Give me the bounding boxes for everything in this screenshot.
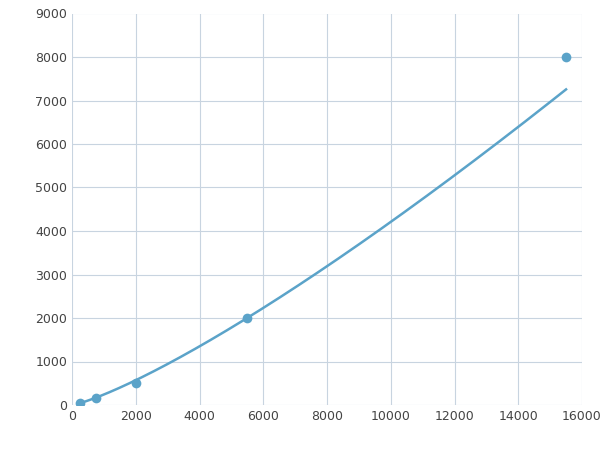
Point — [91, 395, 101, 402]
Point — [131, 380, 140, 387]
Point — [561, 54, 571, 61]
Point — [242, 315, 252, 322]
Point — [75, 399, 85, 406]
